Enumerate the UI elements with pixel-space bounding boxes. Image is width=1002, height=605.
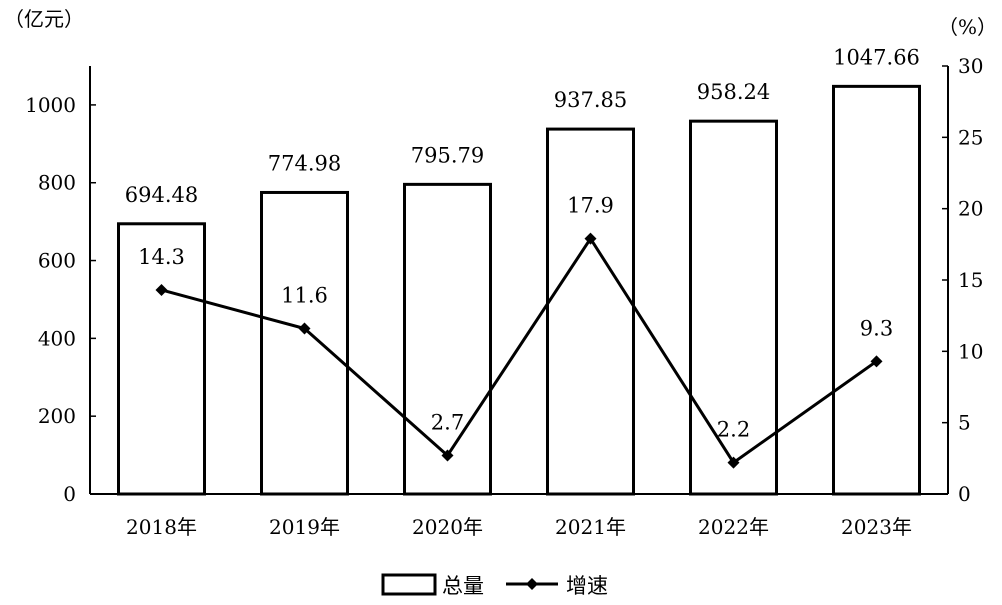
growth-value-label: 17.9	[567, 194, 614, 218]
bar-value-label: 694.48	[125, 183, 198, 207]
left-tick-label: 0	[63, 482, 76, 506]
bar	[689, 119, 778, 496]
right-y-axis: 0 5 10 15 20 25 30	[942, 54, 983, 506]
right-tick-label: 25	[958, 125, 983, 149]
x-tick-label: 2018年	[126, 515, 197, 539]
x-tick-label: 2019年	[269, 515, 340, 539]
legend-line-marker	[526, 578, 538, 590]
right-tick-label: 15	[958, 268, 983, 292]
legend: 总量 增速	[381, 573, 608, 598]
x-tick-label: 2022年	[698, 515, 769, 539]
x-tick-label: 2023年	[841, 515, 912, 539]
bar-value-label: 795.79	[411, 143, 484, 167]
x-axis: 2018年 2019年 2020年 2021年 2022年 2023年	[90, 493, 948, 539]
right-tick-label: 20	[958, 197, 983, 221]
growth-value-label: 2.7	[431, 410, 464, 434]
bar	[403, 182, 492, 496]
bar-series: 694.48 774.98 795.79 937.85 958.24 1047.66	[117, 45, 921, 496]
bar	[260, 190, 349, 496]
left-tick-label: 600	[38, 249, 76, 273]
growth-value-label: 11.6	[281, 284, 328, 308]
legend-bar-swatch	[381, 573, 437, 596]
growth-point	[298, 322, 311, 335]
line-series: 14.3 11.6 2.7 17.9 2.2 9.3	[138, 194, 893, 469]
growth-point	[870, 355, 883, 368]
growth-value-label: 9.3	[860, 316, 893, 340]
bar-value-label: 774.98	[268, 151, 341, 175]
x-tick-label: 2020年	[412, 515, 483, 539]
bar	[117, 222, 206, 496]
growth-point	[584, 232, 597, 245]
growth-point	[155, 283, 168, 296]
right-tick-label: 0	[958, 482, 971, 506]
growth-point	[441, 449, 454, 462]
legend-bar-label: 总量	[442, 574, 484, 598]
right-axis-unit: （%）	[938, 15, 997, 39]
growth-value-label: 2.2	[717, 418, 750, 442]
growth-value-label: 14.3	[138, 245, 185, 269]
right-tick-label: 5	[958, 411, 971, 435]
bar-value-label: 958.24	[697, 80, 770, 104]
legend-line-label: 增速	[566, 574, 608, 598]
bar	[832, 84, 921, 496]
left-y-axis: 0 200 400 600 800 1000	[25, 66, 96, 506]
bar-value-label: 937.85	[554, 88, 627, 112]
left-axis-unit: （亿元）	[4, 7, 84, 31]
left-tick-label: 400	[38, 326, 76, 350]
right-tick-label: 30	[958, 54, 983, 78]
growth-line	[161, 235, 878, 465]
growth-point	[727, 456, 740, 469]
x-tick-label: 2021年	[555, 515, 626, 539]
left-tick-label: 1000	[25, 93, 76, 117]
right-tick-label: 10	[958, 339, 983, 363]
bar	[546, 127, 635, 496]
left-tick-label: 800	[38, 171, 76, 195]
left-tick-label: 200	[38, 404, 76, 428]
bar-value-label: 1047.66	[833, 45, 920, 69]
